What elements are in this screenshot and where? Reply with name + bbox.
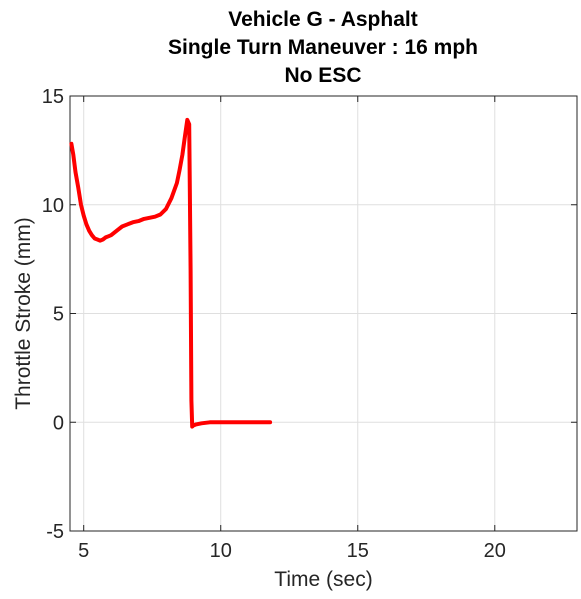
y-tick-label: 0 bbox=[53, 412, 64, 434]
throttle-series-line bbox=[69, 117, 273, 429]
y-axis-label: Throttle Stroke (mm) bbox=[12, 217, 35, 410]
chart-title-line: Single Turn Maneuver : 16 mph bbox=[168, 36, 478, 59]
x-tick-label: 20 bbox=[484, 540, 506, 562]
chart-title-line: No ESC bbox=[284, 64, 361, 87]
y-tick-label: 15 bbox=[42, 86, 64, 108]
chart-title: Vehicle G - Asphalt Single Turn Maneuver … bbox=[168, 8, 478, 87]
y-tick-label: 5 bbox=[53, 304, 64, 326]
y-tick-label: -5 bbox=[46, 521, 64, 543]
chart-title-line: Vehicle G - Asphalt bbox=[228, 8, 417, 31]
x-tick-label: 10 bbox=[210, 540, 232, 562]
y-tick-label: 10 bbox=[42, 195, 64, 217]
x-tick-label: 5 bbox=[78, 540, 89, 562]
x-axis-ticks: 5 10 15 20 bbox=[78, 96, 506, 562]
x-tick-label: 15 bbox=[347, 540, 369, 562]
series-group bbox=[69, 117, 273, 429]
grid-lines bbox=[70, 95, 577, 532]
y-axis-ticks: -5 0 5 10 15 bbox=[42, 86, 577, 543]
x-axis-label: Time (sec) bbox=[274, 568, 372, 591]
